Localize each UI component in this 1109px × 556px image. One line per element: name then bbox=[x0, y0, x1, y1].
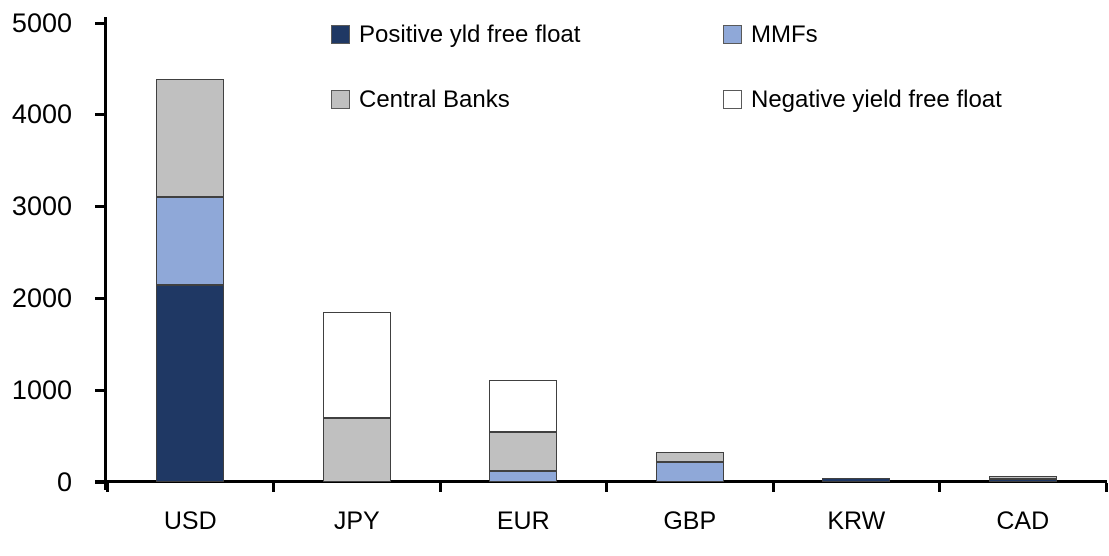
x-axis-category-label: USD bbox=[163, 507, 217, 535]
x-tick-mark bbox=[1104, 483, 1108, 492]
legend-label-negative: Negative yield free float bbox=[751, 86, 1002, 113]
bar-segment-USD-positive-yld-free-float bbox=[156, 284, 225, 482]
bar-segment-EUR-negative-yield-free-float bbox=[489, 380, 558, 432]
y-tick-mark bbox=[95, 296, 104, 300]
y-tick-mark bbox=[95, 113, 104, 117]
y-axis-tick-label: 4000 bbox=[11, 99, 72, 130]
bar-segment-KRW-positive-yld-free-float bbox=[822, 477, 891, 482]
legend-swatch-negative-icon bbox=[723, 90, 742, 109]
y-axis-tick-label: 3000 bbox=[11, 191, 72, 222]
bar-segment-EUR-mmfs bbox=[489, 470, 558, 482]
y-tick-mark bbox=[95, 21, 104, 25]
legend-label-positive: Positive yld free float bbox=[359, 21, 581, 48]
x-tick-mark bbox=[438, 483, 442, 492]
legend-swatch-mmfs-icon bbox=[723, 25, 742, 44]
x-axis-category-label: JPY bbox=[333, 507, 380, 535]
x-axis-category-label: EUR bbox=[496, 507, 550, 535]
legend-label-central-banks: Central Banks bbox=[359, 86, 510, 113]
legend-label-mmfs: MMFs bbox=[751, 21, 818, 48]
x-axis-category-label: KRW bbox=[827, 507, 886, 535]
x-tick-mark bbox=[938, 483, 941, 492]
legend-item-positive-yld-free-float: Positive yld free float bbox=[331, 21, 580, 48]
bar-segment-USD-mmfs bbox=[156, 197, 225, 285]
y-axis-tick-label: 2000 bbox=[11, 282, 72, 313]
y-tick-mark bbox=[95, 480, 104, 484]
legend-swatch-central-banks-icon bbox=[331, 90, 350, 109]
bar-segment-JPY-central-banks bbox=[322, 417, 391, 482]
x-axis-category-label: CAD bbox=[996, 507, 1050, 535]
bar-segment-GBP-mmfs bbox=[655, 461, 724, 482]
bar-segment-USD-central-banks bbox=[156, 78, 225, 198]
x-tick-mark bbox=[771, 483, 775, 492]
bar-segment-GBP-central-banks bbox=[655, 451, 724, 462]
x-axis-line bbox=[95, 480, 1107, 483]
legend-item-mmfs: MMFs bbox=[723, 21, 818, 48]
y-tick-mark bbox=[95, 205, 104, 209]
y-axis-line bbox=[104, 17, 107, 490]
x-axis-category-label: GBP bbox=[663, 507, 717, 535]
legend-swatch-positive-icon bbox=[331, 25, 350, 44]
y-axis-tick-label: 0 bbox=[56, 466, 72, 497]
x-tick-mark bbox=[605, 483, 608, 492]
bar-segment-JPY-negative-yield-free-float bbox=[322, 312, 391, 418]
bar-segment-CAD-central-banks bbox=[988, 475, 1057, 479]
legend-item-central-banks: Central Banks bbox=[331, 86, 510, 113]
y-axis-tick-label: 5000 bbox=[11, 7, 72, 38]
bar-segment-EUR-central-banks bbox=[489, 431, 558, 471]
x-tick-mark bbox=[272, 483, 275, 492]
y-axis-tick-label: 1000 bbox=[11, 374, 72, 405]
bar-segment-CAD-positive-yld-free-float bbox=[988, 478, 1057, 482]
legend-item-negative-yield-free-float: Negative yield free float bbox=[723, 86, 1002, 113]
y-tick-mark bbox=[95, 388, 104, 392]
x-tick-mark bbox=[105, 483, 109, 492]
